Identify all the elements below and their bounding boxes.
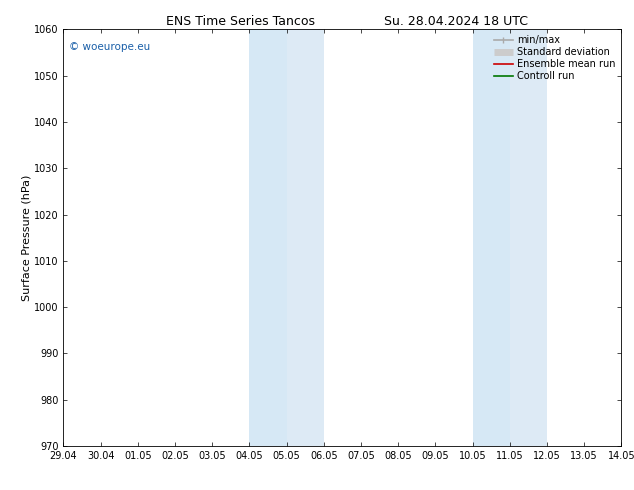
Text: Su. 28.04.2024 18 UTC: Su. 28.04.2024 18 UTC <box>384 15 529 28</box>
Bar <box>510 29 547 446</box>
Bar <box>249 29 287 446</box>
Legend: min/max, Standard deviation, Ensemble mean run, Controll run: min/max, Standard deviation, Ensemble me… <box>491 32 618 84</box>
Text: © woeurope.eu: © woeurope.eu <box>69 42 150 52</box>
Bar <box>287 29 324 446</box>
Text: ENS Time Series Tancos: ENS Time Series Tancos <box>166 15 316 28</box>
Bar <box>472 29 510 446</box>
Y-axis label: Surface Pressure (hPa): Surface Pressure (hPa) <box>21 174 31 301</box>
